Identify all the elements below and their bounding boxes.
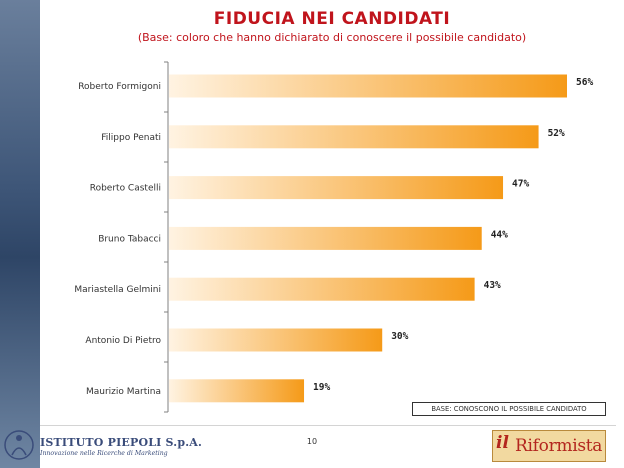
data-label: 56% [576, 77, 593, 88]
category-label: Antonio Di Pietro [85, 336, 161, 346]
category-label: Bruno Tabacci [98, 234, 161, 244]
piepoli-emblem-icon [4, 430, 34, 460]
il-riformista-logo: il Riformista [492, 430, 606, 462]
category-label: Maurizio Martina [86, 387, 161, 397]
left-sidebar-band [0, 0, 40, 468]
category-label: Mariastella Gelmini [74, 285, 161, 295]
category-label: Roberto Castelli [90, 184, 161, 194]
data-label: 19% [313, 382, 330, 393]
logo-tagline-text: Innovazione nelle Ricerche di Marketing [40, 450, 168, 457]
bar [169, 125, 539, 149]
data-label: 47% [512, 179, 529, 190]
data-label: 43% [484, 280, 501, 291]
category-label: Roberto Formigoni [78, 82, 161, 92]
footer-divider [40, 425, 616, 426]
logo-il-text: il [496, 433, 509, 453]
data-label: 30% [391, 331, 408, 342]
logo-name-text: ISTITUTO PIEPOLI S.p.A. [40, 436, 203, 449]
bar [169, 226, 482, 250]
logo-riformista-text: Riformista [515, 436, 603, 456]
bar [169, 277, 475, 301]
data-label: 44% [491, 229, 508, 240]
bar [169, 328, 383, 352]
bar [169, 176, 504, 200]
base-note-box: BASE: CONOSCONO IL POSSIBILE CANDIDATO [412, 402, 606, 416]
page-number: 10 [306, 437, 318, 446]
category-label: Filippo Penati [101, 133, 161, 143]
istituto-piepoli-logo: ISTITUTO PIEPOLI S.p.A. Innovazione nell… [2, 427, 202, 465]
chart-subtitle: (Base: coloro che hanno dichiarato di co… [137, 31, 527, 44]
data-label: 52% [548, 128, 565, 139]
bar [169, 74, 567, 98]
bar [169, 379, 305, 403]
chart-title: FIDUCIA NEI CANDIDATI [213, 9, 451, 29]
